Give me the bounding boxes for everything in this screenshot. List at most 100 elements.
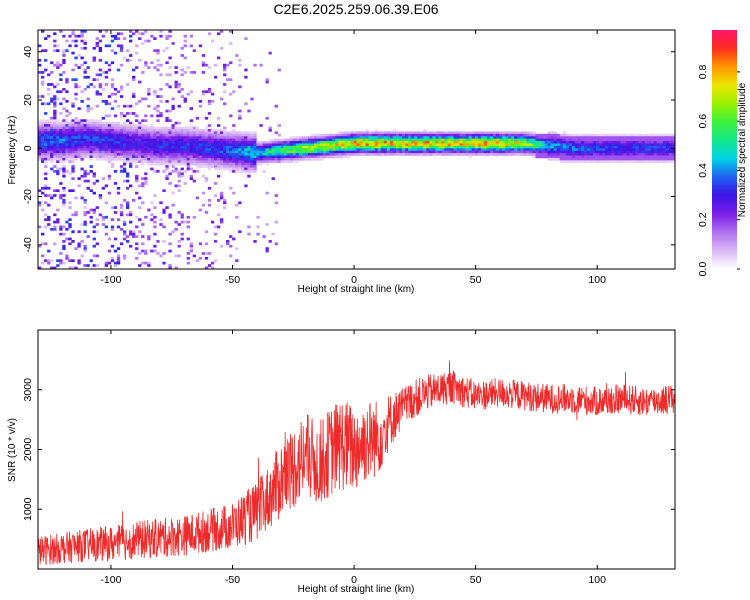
spectrogram-cell [559,143,564,147]
spectrogram-cell [104,128,109,132]
spectrogram-cell [502,150,506,154]
spectrogram-cell [165,109,169,113]
spectrogram-cell [38,128,42,132]
spectrogram-cell [95,44,99,48]
spectrogram-cell [250,162,254,166]
spectrogram-cell [213,182,218,185]
spectrogram-cell [374,136,379,139]
spectrogram-cell [338,143,342,147]
spectrogram-cell [629,136,633,139]
spectrogram-cell [183,126,187,130]
spectrogram-cell [129,232,133,236]
spectrogram-cell [135,114,139,118]
spectrogram-cell [250,155,254,159]
spectrogram-cell [183,155,187,159]
spectrogram-cell [647,133,652,137]
spectrogram-cell [189,145,193,149]
spectrogram-cell [247,148,251,151]
spectrogram-cell [101,71,106,74]
spectrogram-cell [201,128,206,132]
spectrogram-cell [213,167,218,171]
spectrogram-cell [259,160,263,164]
spectrogram-cell [86,143,90,147]
spectrogram-cell [620,153,624,156]
spectrogram-cell [447,150,451,154]
spectrogram-cell [250,136,254,139]
spectrogram-cell [526,131,530,135]
spectrogram-cell [59,112,63,115]
spectrogram-cell [235,148,239,151]
spectrogram-cell [71,30,75,33]
spectrogram-cell [311,138,315,142]
spectrogram-cell [584,136,588,139]
spectrogram-cell [216,162,221,166]
spectrogram-cell [502,143,506,147]
spectrogram-cell [186,141,190,144]
spectrogram-cell [608,160,612,164]
spectrogram-cell [268,155,272,159]
spectrogram-cell [405,153,409,156]
spectrogram-cell [213,162,218,166]
spectrogram-cell [502,145,506,149]
spectrogram-cell [125,124,130,127]
spectrogram-cell [59,131,63,135]
spectrogram-cell [632,138,636,142]
spectrogram-cell [62,49,66,53]
spectrogram-cell [44,58,48,62]
spectrogram-cell [50,136,54,139]
spectrogram-cell [62,261,66,265]
spectrogram-cell [180,87,184,91]
spectrogram-cell [593,148,597,151]
spectrogram-cell [213,143,218,147]
spectrogram-cell [608,141,612,144]
spectrogram-cell [356,143,360,147]
spectrogram-cell [580,136,585,139]
spectrogram-cell [153,160,157,164]
spectrogram-cell [41,143,45,147]
spectrogram-cell [392,145,397,149]
spectrogram-cell [147,136,151,139]
spectrogram-cell [135,133,139,137]
spectrogram-cell [125,133,130,137]
spectrogram-cell [198,136,203,139]
spectrogram-cell [474,131,479,135]
spectrogram-cell [517,133,521,137]
spectrogram-cell [614,157,618,161]
spectrogram-cell [38,225,42,229]
spectrogram-cell [156,145,160,149]
spectrogram-cell [544,136,548,139]
spectrogram-cell [656,133,661,137]
spectrogram-cell [62,244,66,248]
spectrogram-cell [56,61,60,65]
spectrogram-cell [286,160,291,164]
spectrogram-cell [556,141,561,144]
spectrogram-cell [116,261,121,265]
spectrogram-cell [565,157,570,161]
spectrogram-cell [77,259,81,263]
spectrogram-cell [132,230,136,234]
spectrogram-cell [450,136,454,139]
spectrogram-cell [77,136,81,139]
spectrogram-cell [374,145,379,149]
spectrogram-cell [232,145,236,149]
spectrogram-cell [110,107,115,110]
spectrogram-cell [38,189,42,193]
spectrogram-cell [241,131,245,135]
spectrogram-cell [122,230,127,234]
spectrogram-cell [80,145,84,149]
spectrogram-cell [386,150,391,154]
spectrogram-cell [256,157,260,161]
spectrogram-cell [189,126,193,130]
x-tick-label: 50 [470,274,482,286]
spectrogram-cell [590,155,594,159]
spectrogram-cell [68,218,72,222]
spectrogram-cell [132,138,136,142]
spectrogram-cell [59,261,63,265]
spectrogram-cell [47,259,51,263]
spectrogram-cell [371,141,375,144]
spectrogram-cell [216,116,221,120]
spectrogram-cell [292,143,297,147]
spectrogram-cell [577,145,582,149]
spectrogram-cell [250,133,254,137]
spectrogram-cell [65,114,69,118]
